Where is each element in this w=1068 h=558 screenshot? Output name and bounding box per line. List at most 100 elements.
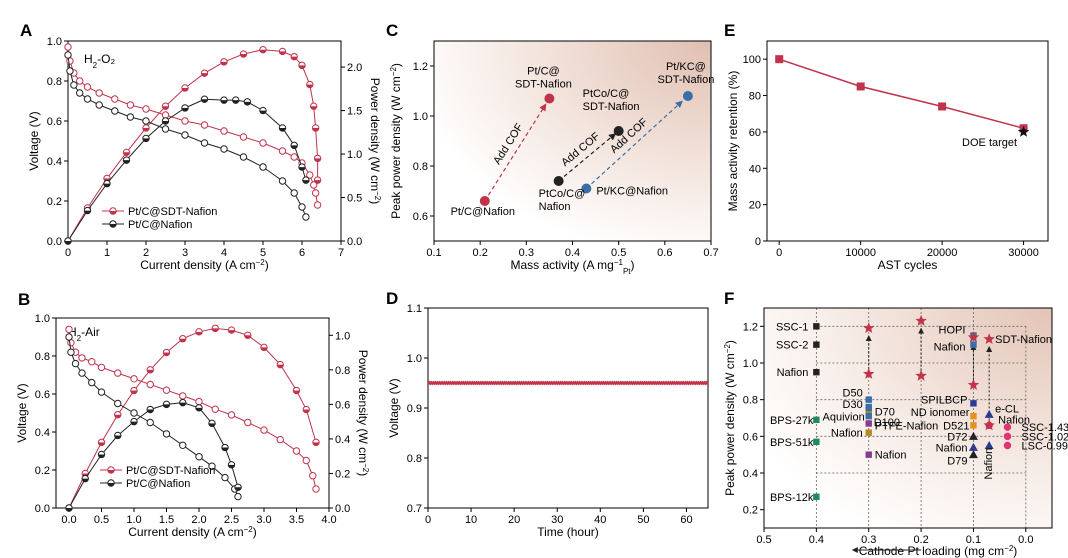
panel-a-y2tick-label: 2.0 bbox=[347, 62, 362, 74]
panel-a: 0 1 2 3 4 5 6 70.00.20.40.60.81.00.00.51.01.52.… bbox=[20, 21, 383, 272]
panel-f-xlabel-part: −2 bbox=[1004, 544, 1014, 553]
panel-f-ylabel: Peak power density (W cm−2) bbox=[723, 340, 738, 496]
panel-b-voltage-point bbox=[309, 472, 317, 480]
panel-b-voltage-point bbox=[260, 426, 268, 434]
panel-b-voltage-point bbox=[114, 369, 122, 377]
panel-a-power-point bbox=[278, 124, 287, 132]
panel-b-voltage-point bbox=[114, 399, 122, 408]
panel-e-target-label: DOE target bbox=[962, 137, 1017, 149]
panel-a-legend-marker-half bbox=[109, 211, 117, 215]
panel-e-xtick-label: 10000 bbox=[845, 247, 876, 259]
panel-c-background bbox=[434, 41, 711, 241]
panel-f-square-point bbox=[865, 396, 872, 403]
panel-b-xtick-label: 0.5 bbox=[94, 514, 109, 526]
panel-a-power-point-half bbox=[201, 99, 208, 103]
panel-a-voltage-point bbox=[126, 101, 135, 109]
panel-d-ytick-label: 1.0 bbox=[407, 353, 422, 365]
panel-a-power-point-half bbox=[298, 167, 306, 171]
panel-b-power-point-half bbox=[228, 330, 235, 334]
panel-b-voltage-point bbox=[162, 386, 171, 394]
panel-c-xtick-label: 0.3 bbox=[519, 247, 534, 259]
panel-b-power-point bbox=[276, 360, 284, 369]
panel-b-legend-marker-half bbox=[107, 470, 115, 474]
panel-b-power-point bbox=[146, 366, 154, 374]
panel-b-y2label-part: −2 bbox=[362, 463, 371, 473]
panel-b-ylabel-part: Voltage (V) bbox=[15, 383, 29, 442]
panel-a-xlabel: Current density (A cm−2) bbox=[140, 258, 269, 273]
panel-a-power-point bbox=[298, 61, 306, 70]
panel-b-voltage-point bbox=[67, 348, 75, 356]
panel-a-power-point bbox=[302, 176, 310, 184]
panel-f-circle-point bbox=[1003, 441, 1012, 450]
panel-f-sdt-star bbox=[863, 368, 875, 379]
panel-a-voltage-point bbox=[64, 43, 72, 51]
panel-a-power-point bbox=[290, 52, 298, 61]
panel-f-point-label: BPS-51k bbox=[770, 437, 814, 449]
panel-a-y2tick-label: 0.0 bbox=[347, 236, 362, 248]
panel-b-xlabel-part: Current density (A cm bbox=[128, 525, 243, 539]
panel-b-y2label-part: ) bbox=[356, 472, 370, 476]
panel-b-xlabel-part: −2 bbox=[244, 525, 254, 534]
panel-b-power-point-half bbox=[130, 421, 138, 425]
panel-c-xtick-label: 0.7 bbox=[703, 247, 718, 259]
panel-a-power-point bbox=[313, 176, 322, 184]
panel-b-power-point-half bbox=[195, 407, 203, 412]
panel-b-ylabel: Voltage (V) bbox=[15, 383, 29, 442]
panel-d: 0 10 20 30 40 50 60 0.7 0.8 0.9 1.0 1.1 D Time (hour)… bbox=[386, 289, 709, 539]
panel-f-sdt-star bbox=[967, 379, 980, 390]
panel-e-ytick-label: 60 bbox=[749, 127, 761, 139]
panel-a-power-point-half bbox=[123, 160, 130, 164]
panel-a-annotation: H2-O₂ bbox=[84, 52, 115, 70]
panel-c-xlabel-part: ) bbox=[631, 258, 635, 272]
panel-a-voltage-point bbox=[142, 117, 150, 125]
panel-b-voltage-point bbox=[195, 453, 203, 461]
panel-a-power-point-half bbox=[259, 49, 267, 53]
panel-c-point-label: SDT-Nafion bbox=[515, 79, 572, 91]
panel-b-power-point bbox=[195, 328, 203, 336]
panel-e-xtick-label: 20000 bbox=[927, 247, 958, 259]
panel-b-power-point-half bbox=[234, 487, 242, 491]
panel-b-annotation-part: H bbox=[68, 325, 77, 339]
panel-c-label: C bbox=[386, 21, 398, 40]
panel-a-power-point-half bbox=[162, 121, 169, 125]
panel-b-legend-marker-half bbox=[107, 483, 115, 487]
panel-b-ytick-label: 1.0 bbox=[35, 313, 50, 325]
panel-e-xlabel-part: AST cycles bbox=[878, 258, 938, 272]
panel-b-power-point bbox=[292, 386, 301, 395]
panel-b-ytick-label: 0.8 bbox=[35, 351, 50, 363]
panel-b-xtick-label: 4.0 bbox=[321, 514, 336, 526]
panel-f-square-point bbox=[865, 403, 872, 411]
panel-c-arrow bbox=[558, 133, 617, 182]
panel-f-point-label: SSC-1.02 bbox=[1021, 431, 1068, 443]
panel-b-power-point bbox=[130, 417, 138, 426]
panel-e-target-star bbox=[1017, 125, 1030, 137]
panel-e-ytick-label: 80 bbox=[749, 91, 761, 103]
panel-a-voltage-point bbox=[181, 131, 189, 139]
panel-a-voltage-point bbox=[311, 189, 320, 197]
panel-a-y2tick-label: 0.5 bbox=[347, 193, 362, 205]
panel-a-voltage-point bbox=[239, 153, 248, 161]
panel-b-xlabel: Current density (A cm−2) bbox=[128, 525, 257, 540]
panel-b: 0.0 0.5 1.0 1.5 2.0 2.5 3.0 3.5 4.00.00.20.40.60… bbox=[15, 290, 371, 539]
panel-b-power-point-half bbox=[114, 414, 121, 418]
panel-a-voltage-point bbox=[290, 189, 298, 197]
panel-b-legend-marker bbox=[107, 479, 115, 487]
panel-a-voltage-point bbox=[70, 81, 78, 89]
panel-f-point-label: D70 bbox=[875, 407, 895, 419]
panel-d-xtick-label: 60 bbox=[680, 514, 692, 526]
panel-b-power-point bbox=[97, 450, 106, 459]
panel-b-voltage-point bbox=[195, 397, 203, 406]
panel-a-voltage-point bbox=[83, 83, 92, 91]
panel-a-power-point-half bbox=[312, 127, 319, 132]
panel-b-power-point bbox=[312, 438, 320, 447]
panel-a-annotation-part: H bbox=[84, 52, 93, 66]
panel-f-point-label: D30 bbox=[843, 399, 863, 411]
panel-f-xtick-label: 0.1 bbox=[966, 534, 981, 546]
panel-f-point-label: D521 bbox=[943, 420, 969, 432]
panel-b-power-point bbox=[234, 483, 242, 491]
panel-b-power-point bbox=[208, 419, 216, 428]
panel-a-series-line bbox=[67, 98, 307, 242]
panel-b-frame bbox=[55, 317, 330, 509]
panel-b-voltage-point bbox=[78, 354, 86, 362]
panel-b-y2tick-label: 0.2 bbox=[335, 468, 350, 480]
